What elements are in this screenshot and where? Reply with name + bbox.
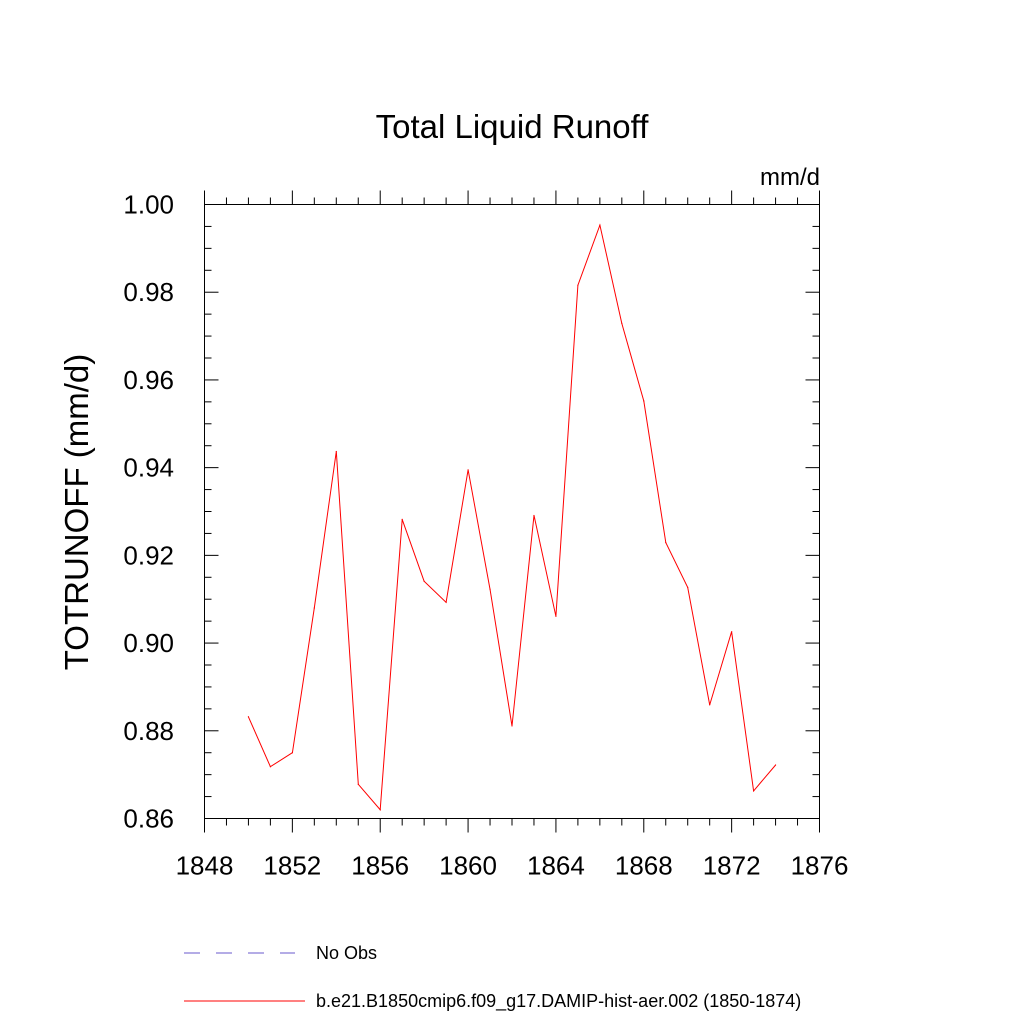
axis-ticks: 1848 1852 1856 1860 1864 1868 1872 1876 0.86 0.88… bbox=[123, 190, 848, 881]
y-tick-label: 0.96 bbox=[123, 365, 174, 395]
data-point bbox=[577, 284, 579, 286]
data-point bbox=[269, 766, 271, 768]
data-point bbox=[753, 790, 755, 792]
x-tick-label: 1872 bbox=[703, 851, 761, 881]
x-tick-label: 1852 bbox=[263, 851, 321, 881]
legend-entry-no-obs: No Obs bbox=[184, 943, 377, 963]
legend: No Obs b.e21.B1850cmip6.f09_g17.DAMIP-hi… bbox=[184, 943, 801, 1012]
data-point bbox=[731, 631, 733, 633]
legend-label-model: b.e21.B1850cmip6.f09_g17.DAMIP-hist-aer.… bbox=[316, 991, 801, 1012]
data-point bbox=[533, 514, 535, 517]
y-tick-label: 1.00 bbox=[123, 190, 174, 220]
data-point bbox=[709, 704, 711, 706]
data-point bbox=[599, 224, 601, 226]
chart-title: Total Liquid Runoff bbox=[376, 108, 650, 145]
data-point bbox=[489, 588, 491, 590]
units-label: mm/d bbox=[760, 164, 820, 191]
y-tick-label: 0.88 bbox=[123, 716, 174, 746]
data-point bbox=[643, 400, 645, 402]
series-line-0 bbox=[247, 223, 776, 811]
data-point bbox=[379, 809, 381, 811]
series-layer bbox=[247, 223, 777, 811]
x-tick-label: 1860 bbox=[439, 851, 497, 881]
data-point bbox=[247, 716, 250, 718]
data-point bbox=[665, 542, 667, 544]
data-point bbox=[291, 752, 293, 754]
data-point bbox=[467, 469, 469, 471]
x-tick-label: 1864 bbox=[527, 851, 585, 881]
x-tick-label: 1856 bbox=[351, 851, 409, 881]
data-point bbox=[555, 615, 557, 617]
y-axis-label: TOTRUNOFF (mm/d) bbox=[58, 354, 95, 671]
y-tick-label: 0.92 bbox=[123, 540, 174, 570]
x-tick-label: 1876 bbox=[791, 851, 849, 881]
y-tick-label: 0.86 bbox=[123, 804, 174, 834]
data-point bbox=[621, 322, 623, 324]
legend-entry-model: b.e21.B1850cmip6.f09_g17.DAMIP-hist-aer.… bbox=[184, 991, 801, 1012]
data-point bbox=[357, 783, 359, 785]
legend-label-no-obs: No Obs bbox=[316, 943, 377, 963]
y-tick-label: 0.90 bbox=[123, 628, 174, 658]
data-point bbox=[511, 725, 513, 727]
data-point bbox=[335, 450, 337, 453]
x-tick-label: 1848 bbox=[176, 851, 234, 881]
data-point bbox=[401, 518, 403, 520]
data-point bbox=[423, 580, 425, 582]
y-tick-label: 0.98 bbox=[123, 277, 174, 307]
data-point bbox=[687, 586, 689, 588]
x-tick-label: 1868 bbox=[615, 851, 673, 881]
data-point bbox=[313, 607, 315, 609]
data-point bbox=[774, 764, 777, 766]
data-point bbox=[445, 601, 447, 603]
y-tick-label: 0.94 bbox=[123, 453, 174, 483]
